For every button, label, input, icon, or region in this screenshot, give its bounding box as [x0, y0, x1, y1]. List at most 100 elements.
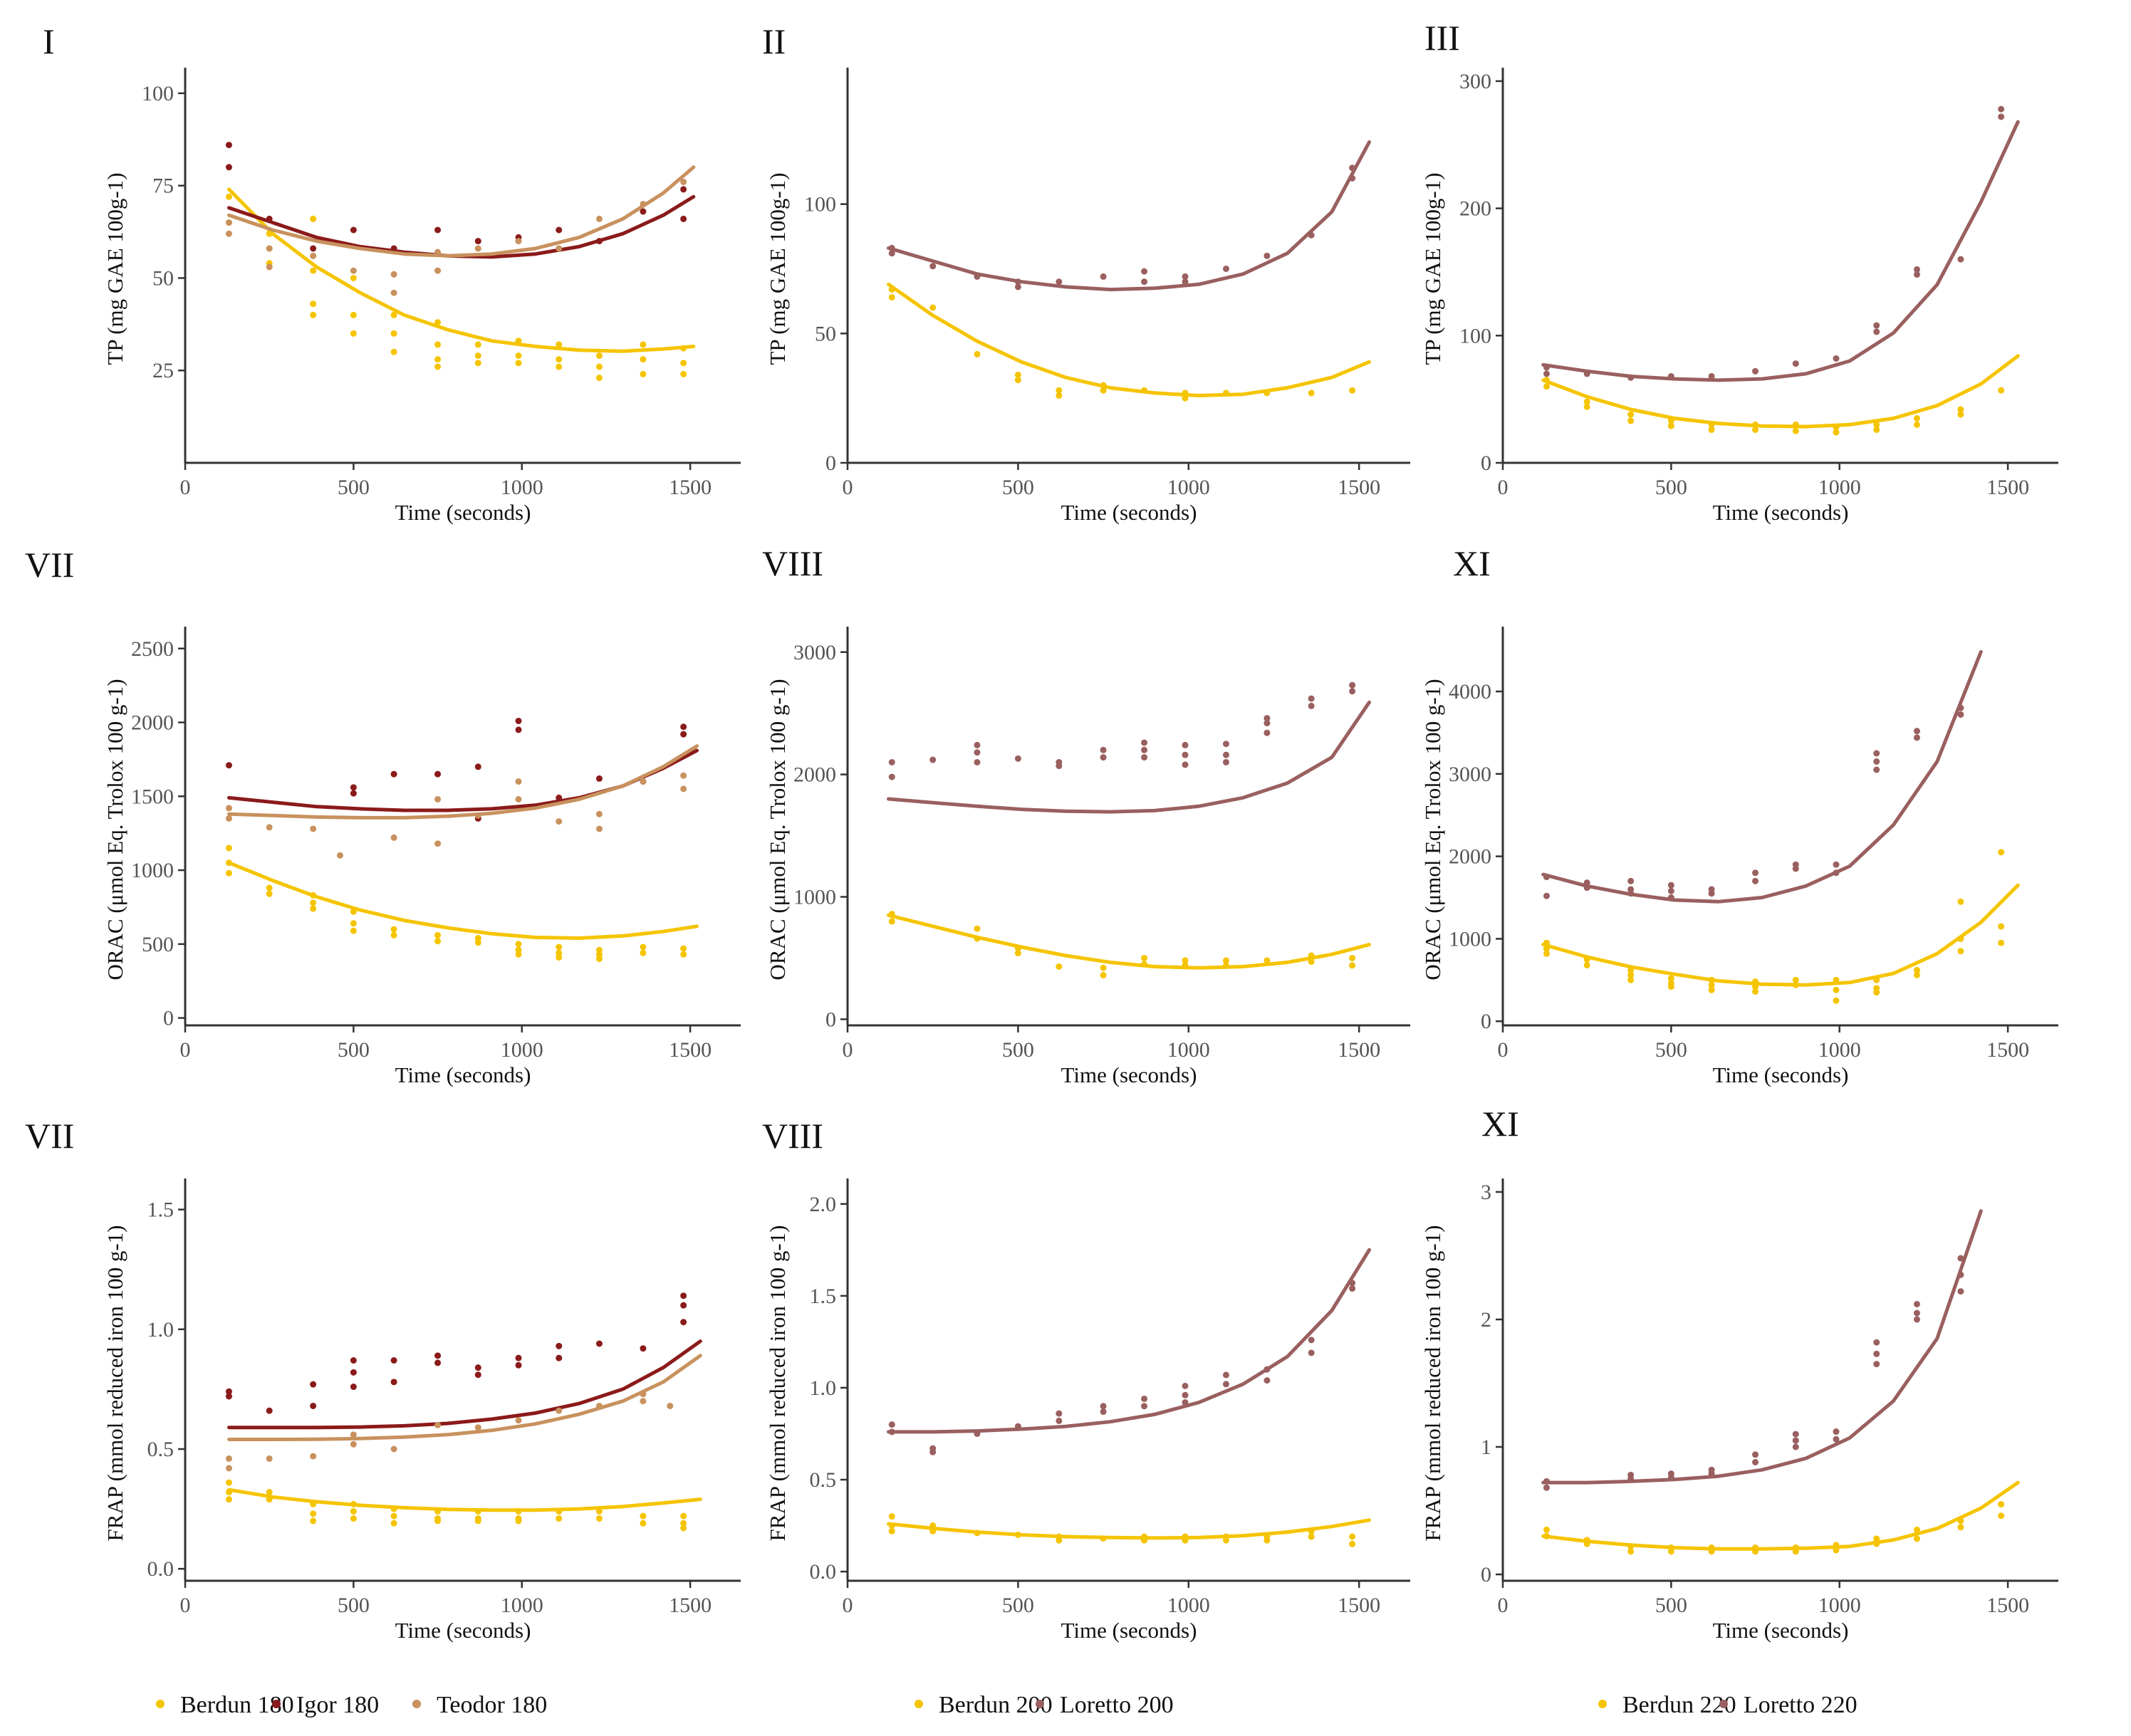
chart-panel-9: XI 0 500 1000 1500 0 1 2 3 Time (seconds) FRAP (mm… — [1420, 1104, 2058, 1643]
data-point — [680, 723, 687, 731]
data-point — [1056, 1410, 1063, 1417]
data-point — [1100, 273, 1107, 280]
legend-label: Berdun 220 — [1622, 1692, 1736, 1718]
data-point — [1913, 728, 1920, 735]
data-point — [1056, 392, 1063, 399]
data-point — [1752, 427, 1759, 434]
y-tick-label: 0 — [825, 1008, 836, 1031]
data-point — [1957, 256, 1964, 263]
data-point — [1833, 355, 1840, 362]
data-point — [680, 785, 687, 793]
data-point — [474, 1371, 481, 1379]
data-point — [1833, 861, 1840, 868]
data-point — [1182, 273, 1189, 280]
data-point — [1141, 1395, 1148, 1402]
data-point — [556, 943, 563, 951]
trend-line — [887, 913, 1371, 970]
x-tick-label: 500 — [1655, 476, 1687, 499]
data-point — [1543, 950, 1550, 957]
series-teodor-180 — [225, 744, 699, 859]
data-point — [595, 810, 603, 817]
data-point — [1913, 1316, 1920, 1323]
data-point — [1998, 113, 2005, 120]
data-point — [640, 778, 647, 785]
data-point — [888, 1513, 895, 1520]
data-point — [1141, 1403, 1148, 1410]
data-point — [1308, 1337, 1315, 1344]
data-point — [680, 951, 687, 958]
panel-label: I — [43, 21, 55, 61]
data-point — [1182, 278, 1189, 286]
x-tick-label: 1500 — [1986, 476, 2029, 499]
data-point — [225, 1479, 232, 1486]
data-point — [1873, 421, 1880, 428]
data-point — [1957, 898, 1964, 905]
data-point — [515, 1361, 522, 1369]
data-point — [1543, 1526, 1550, 1533]
data-point — [266, 1407, 273, 1414]
x-tick-label: 0 — [1498, 1594, 1509, 1617]
data-point — [266, 263, 273, 271]
data-point — [350, 1507, 357, 1515]
legend-marker — [1598, 1700, 1607, 1708]
y-tick-label: 1.5 — [810, 1285, 837, 1308]
x-tick-label: 500 — [1002, 1594, 1034, 1617]
data-point — [434, 356, 442, 363]
data-point — [1792, 976, 1799, 983]
data-point — [474, 341, 481, 348]
legend-2: Berdun 200 Loretto 200 — [915, 1692, 1174, 1718]
data-point — [1141, 278, 1148, 286]
x-tick-label: 1000 — [1167, 1594, 1210, 1617]
data-point — [680, 1520, 687, 1527]
trend-line — [1541, 1480, 2020, 1551]
data-point — [680, 945, 687, 952]
data-point — [1667, 882, 1674, 889]
data-point — [1100, 1403, 1107, 1410]
data-point — [1182, 741, 1189, 748]
panel-label: VII — [25, 1116, 74, 1156]
data-point — [1873, 758, 1880, 765]
data-point — [310, 215, 317, 222]
data-point — [1141, 739, 1148, 746]
data-point — [1752, 1459, 1759, 1465]
data-point — [1349, 1533, 1356, 1540]
data-point — [266, 245, 273, 252]
data-point — [350, 311, 357, 318]
data-point — [974, 741, 981, 748]
data-point — [1264, 719, 1271, 726]
series-igor-180 — [225, 717, 699, 822]
data-point — [1182, 761, 1189, 768]
data-point — [515, 726, 522, 733]
data-point — [680, 186, 687, 193]
trend-line — [887, 282, 1371, 397]
data-point — [1708, 890, 1715, 897]
data-point — [1014, 283, 1021, 291]
data-point — [1308, 1349, 1315, 1356]
data-point — [1349, 688, 1356, 695]
y-tick-label: 2500 — [131, 637, 174, 661]
data-point — [556, 1342, 563, 1349]
data-point — [474, 238, 481, 245]
x-tick-label: 500 — [1002, 476, 1034, 499]
series-berdun-220 — [1541, 354, 2020, 436]
data-point — [1957, 1288, 1964, 1295]
x-tick-label: 1000 — [501, 1038, 543, 1062]
data-point — [350, 274, 357, 281]
data-point — [1752, 367, 1759, 375]
y-tick-label: 0.5 — [810, 1468, 837, 1492]
panel-label: III — [1424, 18, 1460, 58]
x-tick-label: 500 — [1655, 1038, 1687, 1062]
series-loretto-200 — [887, 140, 1371, 292]
x-tick-label: 500 — [338, 1038, 370, 1062]
data-point — [266, 890, 273, 897]
data-point — [474, 1424, 481, 1431]
data-point — [556, 818, 563, 825]
data-point — [1222, 1537, 1229, 1544]
y-tick-label: 2000 — [1449, 845, 1491, 869]
data-point — [515, 352, 522, 359]
data-point — [1957, 406, 1964, 413]
chart-panel-1: I 0 500 1000 1500 25 50 75 100 Time (seconds) TP (… — [43, 21, 741, 525]
panel-label: VII — [25, 545, 74, 585]
data-point — [390, 770, 397, 778]
